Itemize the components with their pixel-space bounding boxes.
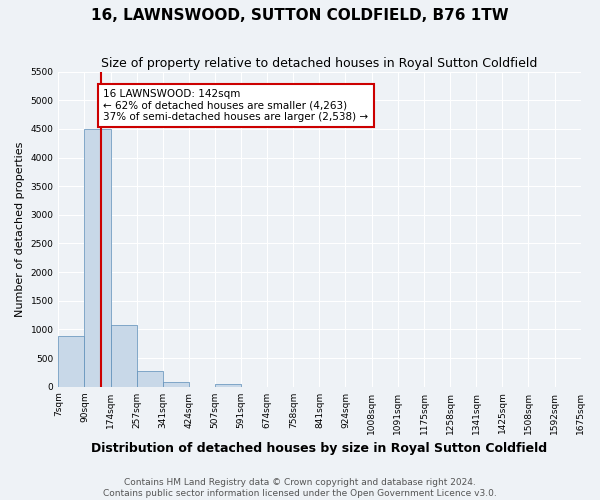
Title: Size of property relative to detached houses in Royal Sutton Coldfield: Size of property relative to detached ho… (101, 58, 538, 70)
Bar (110, 325, 137, 386)
X-axis label: Distribution of detached houses by size in Royal Sutton Coldfield: Distribution of detached houses by size … (91, 442, 548, 455)
Text: 16, LAWNSWOOD, SUTTON COLDFIELD, B76 1TW: 16, LAWNSWOOD, SUTTON COLDFIELD, B76 1TW (91, 8, 509, 22)
Bar (163, 382, 189, 386)
Y-axis label: Number of detached properties: Number of detached properties (15, 142, 25, 317)
Bar (215, 384, 241, 386)
Text: Contains HM Land Registry data © Crown copyright and database right 2024.
Contai: Contains HM Land Registry data © Crown c… (103, 478, 497, 498)
Bar (137, 370, 163, 386)
Bar (58, 336, 85, 386)
Text: 16 LAWNSWOOD: 142sqm
← 62% of detached houses are smaller (4,263)
37% of semi-de: 16 LAWNSWOOD: 142sqm ← 62% of detached h… (103, 89, 368, 122)
Bar (85, 129, 110, 386)
